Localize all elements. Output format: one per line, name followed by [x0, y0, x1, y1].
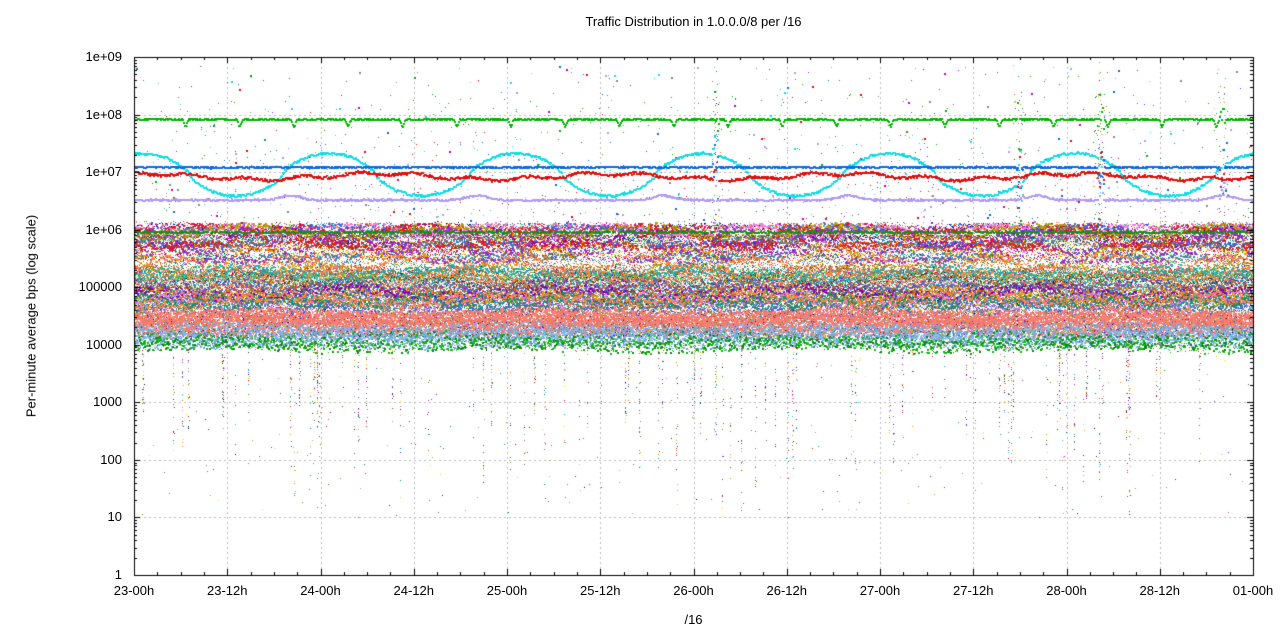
y-tick-label: 10	[107, 509, 122, 525]
chart-title: Traffic Distribution in 1.0.0.0/8 per /1…	[585, 14, 802, 29]
y-tick-label: 100000	[78, 279, 122, 295]
x-tick-label: 24-12h	[393, 583, 434, 598]
y-tick-label: 1e+06	[85, 221, 122, 237]
x-tick-label: 24-00h	[300, 583, 341, 598]
x-tick-label: 28-12h	[1139, 583, 1180, 598]
y-tick-label: 1e+07	[85, 164, 122, 180]
x-tick-label: 25-12h	[580, 583, 621, 598]
x-tick-label: 01-00h	[1232, 583, 1274, 598]
y-tick-label: 100	[100, 451, 122, 467]
y-tick-label: 1	[114, 567, 122, 582]
y-tick-label: 1000	[93, 394, 122, 410]
x-tick-label: 27-12h	[953, 583, 994, 598]
x-tick-label: 27-00h	[859, 583, 901, 598]
y-tick-label: 1e+08	[85, 106, 122, 122]
y-tick-label: 1e+09	[85, 49, 122, 64]
x-tick-label: 23-12h	[207, 583, 248, 598]
x-tick-label: 26-00h	[673, 583, 714, 598]
x-axis-label: /16	[684, 612, 703, 627]
x-tick-label: 23-00h	[113, 583, 155, 598]
x-tick-label: 25-00h	[486, 583, 528, 598]
y-axis-label: Per-minute average bps (log scale)	[23, 214, 39, 418]
x-tick-label: 28-00h	[1046, 583, 1087, 598]
x-tick-label: 26-12h	[766, 583, 807, 598]
y-tick-label: 10000	[85, 336, 122, 352]
